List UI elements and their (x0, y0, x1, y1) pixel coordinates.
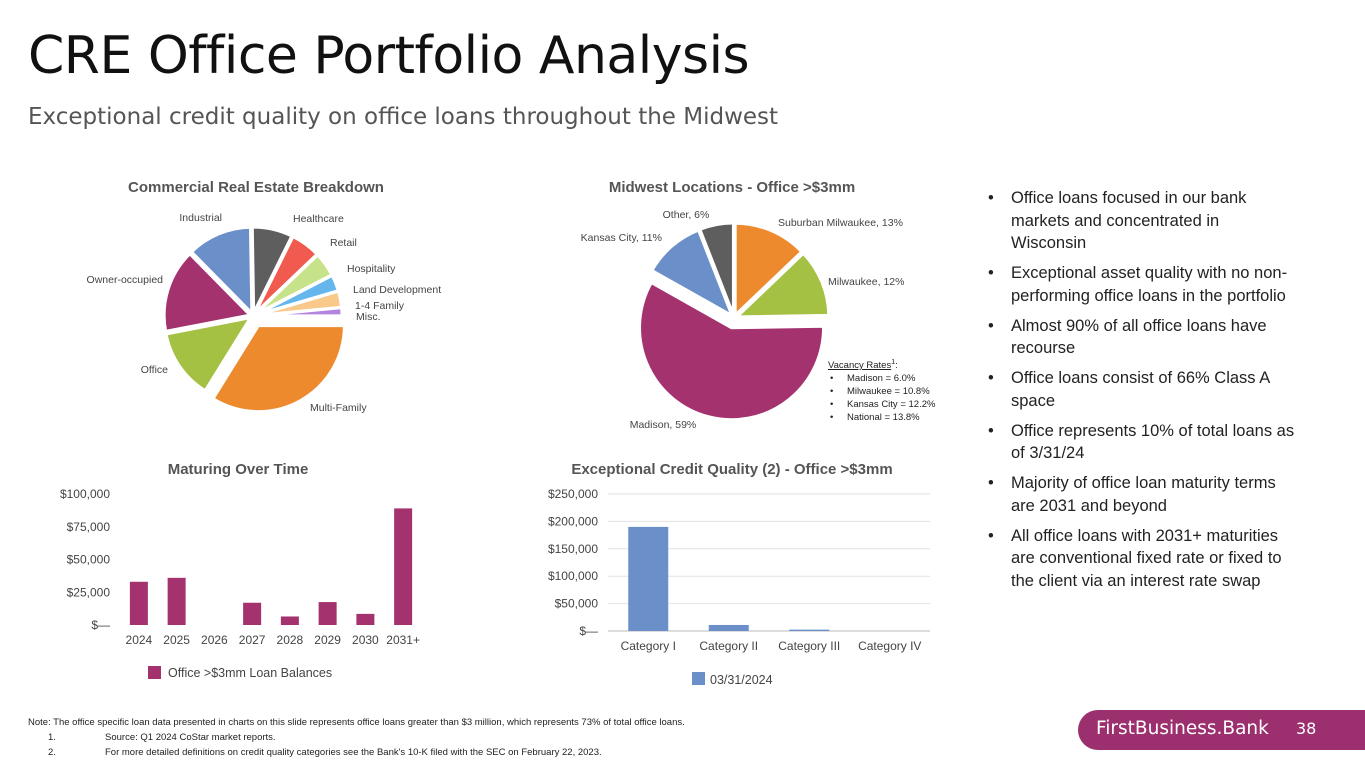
pie-label-other-6: Other, 6% (663, 209, 710, 221)
footnote-number: 2. (48, 747, 56, 758)
credit-chart-title: Exceptional Credit Quality (2) - Office … (571, 461, 892, 478)
brand-name: FirstBusiness.Bank (1096, 718, 1269, 739)
vacancy-item: National = 13.8% (828, 411, 935, 424)
x-tick-label: 2030 (352, 633, 379, 647)
credit-legend-swatch (692, 672, 705, 685)
pie-label-hospitality: Hospitality (347, 263, 396, 275)
pie-label-milwaukee-12: Milwaukee, 12% (828, 276, 904, 288)
vacancy-item: Milwaukee = 10.8% (828, 385, 935, 398)
vacancy-item: Madison = 6.0% (828, 372, 935, 385)
pie-label-land-development: Land Development (353, 284, 441, 296)
footnote-item: 1. Source: Q1 2024 CoStar market reports… (28, 730, 685, 745)
vacancy-item: Kansas City = 12.2% (828, 398, 935, 411)
footnote-note: Note: The office specific loan data pres… (28, 717, 685, 728)
key-points-list: Office loans focused in our bank markets… (985, 187, 1295, 600)
pie-slice-milwaukee-12 (732, 251, 831, 319)
key-point: Almost 90% of all office loans have reco… (985, 315, 1295, 360)
key-point: Exceptional asset quality with no non-pe… (985, 262, 1295, 307)
x-tick-label: Category IV (858, 639, 921, 653)
key-point: Office loans consist of 66% Class A spac… (985, 367, 1295, 412)
x-tick-label: 2029 (314, 633, 341, 647)
page-subtitle: Exceptional credit quality on office loa… (28, 104, 779, 130)
pie-label-madison-59: Madison, 59% (630, 419, 697, 431)
y-tick-label: $25,000 (67, 585, 111, 599)
pie-label-1-4-family: 1-4 Family (355, 300, 405, 312)
bar-2027 (243, 602, 262, 625)
credit-quality-chart: Exceptional Credit Quality (2) - Office … (548, 461, 930, 687)
pie-slice-madison-59 (638, 280, 826, 422)
bar-2031 (394, 508, 413, 625)
bar-category-ii (708, 624, 749, 631)
y-tick-label: $50,000 (67, 553, 111, 567)
footnote-number: 1. (48, 732, 56, 743)
y-tick-label: $250,000 (548, 487, 598, 501)
midwest-locations-chart: Midwest Locations - Office >$3mm Suburba… (581, 179, 905, 431)
midwest-chart-title: Midwest Locations - Office >$3mm (609, 179, 855, 196)
vacancy-rates: Vacancy Rates1: Madison = 6.0% Milwaukee… (828, 356, 935, 424)
footnote-text: For more detailed definitions on credit … (105, 747, 602, 758)
maturing-over-time-chart: Maturing Over Time $— $25,000 $50,000 $75,0… (60, 461, 420, 680)
page-title: CRE Office Portfolio Analysis (28, 26, 750, 86)
bar-2025 (167, 577, 186, 625)
pie-slice-owner-occupied (162, 251, 254, 334)
x-tick-label: 2025 (163, 633, 190, 647)
key-point: All office loans with 2031+ maturities a… (985, 525, 1295, 593)
key-point: Office loans focused in our bank markets… (985, 187, 1295, 255)
pie-label-healthcare: Healthcare (293, 213, 344, 225)
bar-2024 (129, 581, 148, 625)
x-tick-label: 2028 (277, 633, 304, 647)
footnote-item: 2. For more detailed definitions on cred… (28, 745, 685, 760)
y-tick-label: $— (91, 618, 110, 632)
y-tick-label: $150,000 (548, 542, 598, 556)
pie-slice-multi-family (210, 324, 346, 414)
key-point: Office represents 10% of total loans as … (985, 420, 1295, 465)
maturing-legend-swatch (148, 666, 161, 679)
pie-slice-suburban-milwaukee-13 (733, 221, 804, 319)
x-tick-label: Category I (621, 639, 676, 653)
pie-label-office: Office (141, 364, 168, 376)
pie-label-industrial: Industrial (179, 212, 222, 224)
pie-label-retail: Retail (330, 237, 357, 249)
cre-breakdown-chart: Commercial Real Estate Breakdown Multi-F… (87, 179, 442, 414)
y-tick-label: $100,000 (60, 487, 110, 501)
bar-2028 (280, 616, 299, 625)
y-tick-label: $75,000 (67, 520, 111, 534)
bar-2029 (318, 602, 337, 625)
pie-slice-misc (255, 306, 344, 318)
pie-slice-office (164, 315, 254, 393)
vacancy-footnote-ref: 1 (891, 359, 896, 366)
footnotes: Note: The office specific loan data pres… (28, 715, 685, 760)
x-tick-label: Category III (778, 639, 840, 653)
maturing-chart-title: Maturing Over Time (168, 461, 309, 478)
page-number: 38 (1296, 719, 1317, 738)
pie-label-misc: Misc. (356, 311, 381, 323)
maturing-legend-label: Office >$3mm Loan Balances (168, 666, 332, 680)
vacancy-heading: Vacancy Rates (828, 360, 892, 372)
vacancy-heading-suffix: : (895, 360, 898, 372)
key-point: Majority of office loan maturity terms a… (985, 472, 1295, 517)
bar-category-i (628, 526, 669, 631)
pie-label-owner-occupied: Owner-occupied (87, 274, 164, 286)
x-tick-label: 2027 (239, 633, 266, 647)
bar-2030 (356, 613, 375, 625)
y-tick-label: $200,000 (548, 514, 598, 528)
x-tick-label: 2026 (201, 633, 228, 647)
x-tick-label: 2031+ (386, 633, 420, 647)
pie-label-kansas-city-11: Kansas City, 11% (581, 232, 662, 244)
pie-label-suburban-milwaukee-13: Suburban Milwaukee, 13% (778, 217, 903, 229)
pie-slice-other-6 (697, 221, 735, 316)
brand-bar: FirstBusiness.Bank 38 (1078, 710, 1365, 750)
y-tick-label: $50,000 (555, 597, 599, 611)
footnote-text: Source: Q1 2024 CoStar market reports. (105, 732, 276, 743)
x-tick-label: 2024 (126, 633, 153, 647)
pie-label-multi-family: Multi-Family (310, 402, 367, 414)
pie-slice-industrial (189, 225, 254, 317)
cre-chart-title: Commercial Real Estate Breakdown (128, 179, 384, 196)
y-tick-label: $— (579, 624, 598, 638)
bar-category-iii (789, 629, 830, 631)
pie-slice-kansas-city-11 (649, 228, 735, 320)
credit-legend-label: 03/31/2024 (710, 673, 773, 687)
y-tick-label: $100,000 (548, 569, 598, 583)
x-tick-label: Category II (699, 639, 758, 653)
